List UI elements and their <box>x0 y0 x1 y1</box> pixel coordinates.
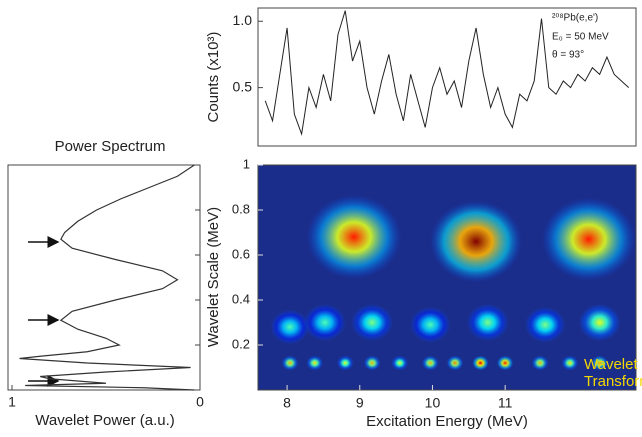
y-tick-label: 1.0 <box>233 12 253 28</box>
annotation: E₀ = 50 MeV <box>552 32 609 43</box>
annotation: ²⁰⁸Pb(e,e') <box>552 13 598 24</box>
heatmap-y-label: Wavelet Scale (MeV) <box>205 207 222 347</box>
wavelet-blob <box>391 355 409 371</box>
x-tick-label: 9 <box>356 395 364 411</box>
annotation: Wavelet <box>584 356 638 373</box>
wavelet-blob <box>429 200 523 283</box>
wavelet-blob <box>281 355 299 371</box>
power-line <box>19 164 195 391</box>
wavelet-blob <box>446 355 464 371</box>
y-tick-label: 1 <box>243 156 250 171</box>
wavelet-blob <box>496 355 514 371</box>
wavelet-blob <box>303 303 346 342</box>
wavelet-blob <box>306 355 324 371</box>
y-tick-label: 0.6 <box>232 246 250 261</box>
wavelet-blob <box>351 303 394 342</box>
power-x-label: Wavelet Power (a.u.) <box>35 412 175 429</box>
annotation: θ = 93° <box>552 50 584 61</box>
x-tick-label: 0 <box>196 394 204 410</box>
wavelet-blob <box>363 355 381 371</box>
heatmap <box>270 194 636 371</box>
heatmap-x-label: Excitation Energy (MeV) <box>366 413 528 430</box>
wavelet-blob <box>591 355 609 371</box>
y-tick-label: 0.4 <box>232 291 250 306</box>
x-tick-label: 1 <box>8 394 16 410</box>
y-tick-label: 0.2 <box>232 336 250 351</box>
wavelet-blob <box>466 303 509 342</box>
annotation: Transform <box>584 373 642 390</box>
wavelet-blob <box>421 355 439 371</box>
power-frame <box>7 164 201 391</box>
x-tick-label: 10 <box>425 395 441 411</box>
x-tick-label: 8 <box>283 395 291 411</box>
wavelet-blob <box>531 355 549 371</box>
wavelet-blob <box>578 303 621 342</box>
power-title: Power Spectrum <box>55 138 166 155</box>
y-tick-label: 0.5 <box>233 78 253 94</box>
wavelet-blob <box>541 197 636 281</box>
wavelet-blob <box>306 194 402 280</box>
counts-frame <box>257 7 637 147</box>
wavelet-blob <box>561 355 579 371</box>
wavelet-blob <box>524 306 566 343</box>
x-tick-label: 11 <box>498 395 513 411</box>
wavelet-blob <box>336 355 354 371</box>
wavelet-blob <box>270 309 310 345</box>
y-tick-label: 0.8 <box>232 201 250 216</box>
counts-y-label: Counts (x10³) <box>205 32 222 123</box>
counts-line <box>264 10 630 137</box>
wavelet-blob <box>409 306 451 343</box>
heatmap-frame <box>257 164 637 391</box>
wavelet-blob <box>472 355 489 371</box>
